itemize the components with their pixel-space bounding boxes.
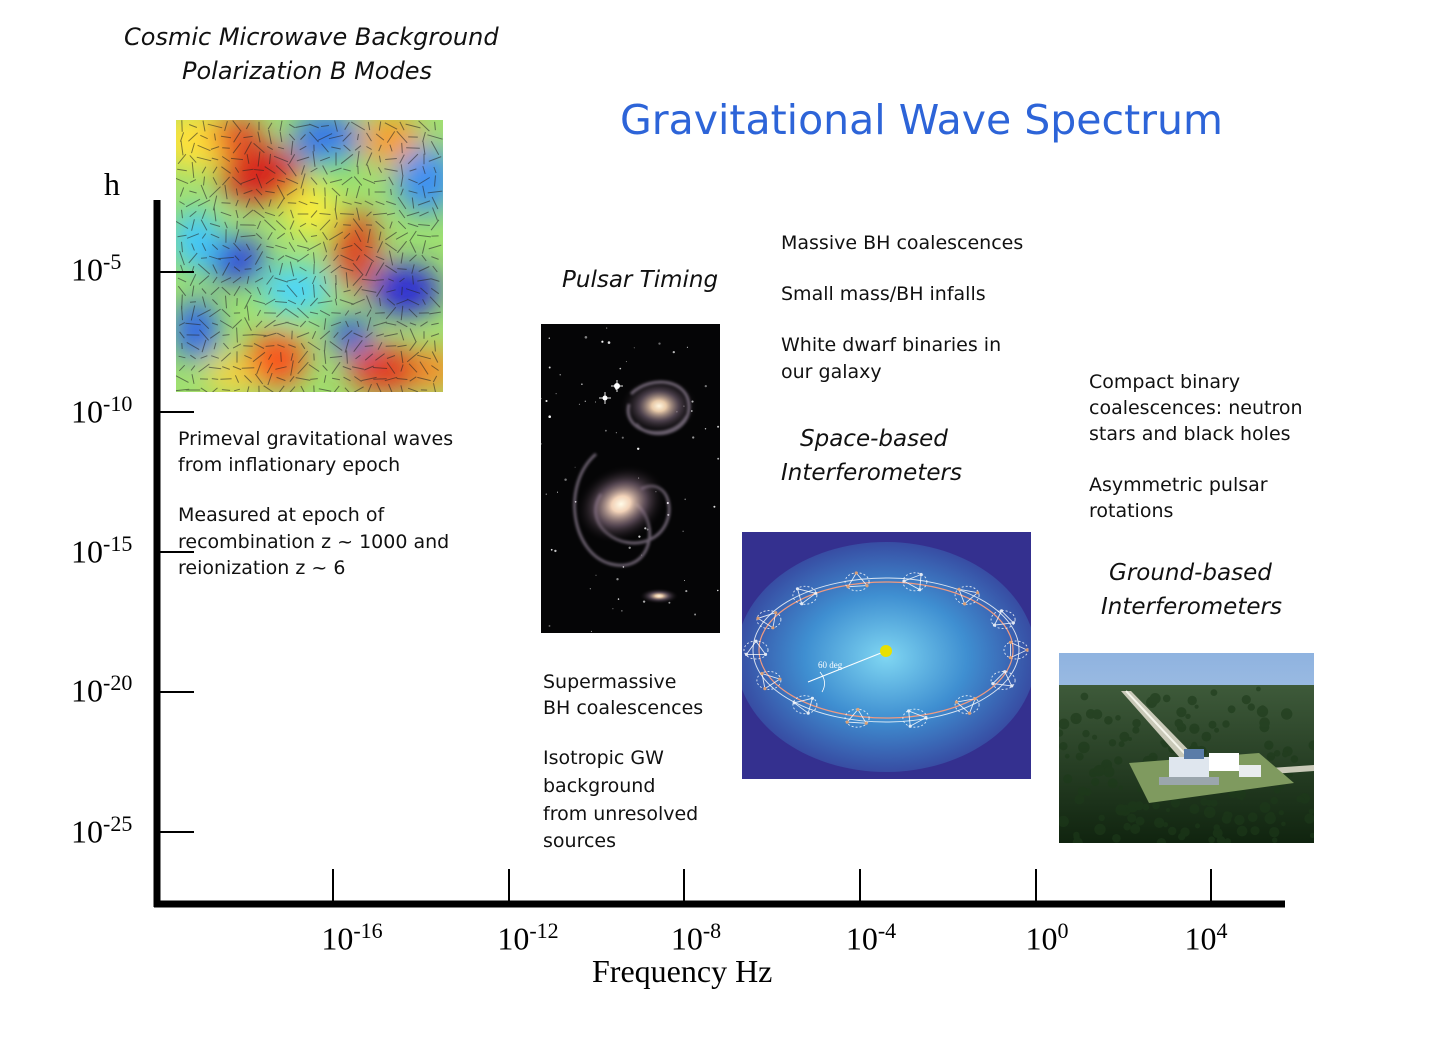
- x-tick-exp: -12: [529, 918, 559, 943]
- y-axis-title: h: [104, 166, 120, 202]
- pulsar-iso-line: Isotropic GW: [543, 747, 664, 770]
- y-tick-label: 10-5: [71, 249, 121, 289]
- y-tick-exp: -10: [103, 391, 133, 416]
- galaxy-image: [541, 324, 720, 633]
- cmb-polarization-map-image: [176, 120, 443, 392]
- ground-source-line: rotations: [1089, 499, 1174, 522]
- cmb-measured-line: Measured at epoch of: [178, 504, 385, 527]
- space-heading-line: Space-based: [800, 426, 948, 452]
- cmb-description: Primeval gravitational waves from inflat…: [178, 426, 478, 581]
- cmb-measured-line: reionization z ~ 6: [178, 556, 346, 579]
- x-tick-exp: -8: [702, 918, 722, 943]
- ground-heading-line: Ground-based: [1109, 560, 1272, 586]
- x-tick-label: 10-4: [811, 918, 931, 958]
- x-tick-exp: 0: [1057, 918, 1069, 943]
- x-tick-label: 104: [1146, 918, 1266, 958]
- space-sources: Massive BH coalescences Small mass/BH in…: [781, 230, 1061, 386]
- space-source: Massive BH coalescences: [781, 232, 1024, 254]
- cmb-caption-line: Cosmic Microwave Background: [124, 23, 499, 51]
- pulsar-iso-line: sources: [543, 830, 616, 853]
- cmb-caption-line: Polarization B Modes: [182, 57, 432, 85]
- page-title: Gravitational Wave Spectrum: [620, 96, 1223, 144]
- y-tick-base: 10: [71, 813, 103, 850]
- y-tick-base: 10: [71, 251, 103, 288]
- x-tick-exp: -4: [877, 918, 897, 943]
- y-tick-exp: -25: [103, 811, 133, 836]
- cmb-desc-line: Primeval gravitational waves: [178, 428, 454, 450]
- y-tick-base: 10: [71, 533, 103, 570]
- orbit-angle-label: 60 deg: [818, 660, 843, 670]
- y-tick-label: 10-10: [71, 391, 132, 431]
- x-tick-exp: -16: [353, 918, 383, 943]
- x-tick-label: 10-16: [292, 918, 412, 958]
- pulsar-iso-line: background: [543, 774, 656, 797]
- x-tick-base: 10: [1025, 920, 1058, 957]
- ground-source-line: Compact binary: [1089, 371, 1241, 393]
- space-heading: Space-based Interferometers: [781, 422, 962, 490]
- cmb-caption: Cosmic Microwave Background Polarization…: [124, 20, 499, 88]
- ground-sources: Compact binary coalescences: neutron sta…: [1089, 369, 1369, 524]
- y-tick-label: 10-25: [71, 811, 132, 851]
- y-tick-base: 10: [71, 393, 103, 430]
- ground-source-line: Asymmetric pulsar: [1089, 473, 1268, 496]
- x-tick-exp: 4: [1216, 918, 1228, 943]
- y-tick-label: 10-20: [71, 670, 132, 710]
- x-tick-label: 100: [987, 918, 1107, 958]
- y-tick-exp: -20: [103, 670, 133, 695]
- space-source-line: White dwarf binaries in: [781, 333, 1002, 356]
- ground-heading: Ground-based Interferometers: [1101, 556, 1282, 624]
- ground-heading-line: Interferometers: [1101, 594, 1282, 621]
- y-tick-label: 10-15: [71, 531, 132, 571]
- pulsar-heading: Pulsar Timing: [562, 267, 719, 293]
- cmb-desc-line: from inflationary epoch: [178, 454, 401, 477]
- x-tick-base: 10: [670, 920, 703, 957]
- ligo-observatory-image: [1059, 653, 1314, 843]
- x-tick-base: 10: [845, 920, 878, 957]
- x-tick-base: 10: [497, 920, 530, 957]
- y-tick-exp: -5: [103, 249, 122, 274]
- space-heading-line: Interferometers: [781, 460, 962, 487]
- pulsar-source-line: BH coalescences: [543, 697, 704, 720]
- y-tick-base: 10: [71, 672, 103, 709]
- x-tick-base: 10: [321, 920, 354, 957]
- cmb-measured-line: recombination z ~ 1000 and: [178, 530, 450, 553]
- pulsar-sources: Supermassive BH coalescences Isotropic G…: [543, 669, 743, 856]
- pulsar-iso-line: from unresolved: [543, 802, 699, 825]
- x-axis-title: Frequency Hz: [592, 953, 773, 989]
- x-tick-label: 10-12: [468, 918, 588, 958]
- x-tick-label: 10-8: [636, 918, 756, 958]
- pulsar-source-line: Supermassive: [543, 671, 677, 693]
- x-tick-base: 10: [1184, 920, 1217, 957]
- y-tick-exp: -15: [103, 531, 133, 556]
- lisa-orbit-image: 60 deg: [742, 532, 1031, 779]
- space-source: Small mass/BH infalls: [781, 282, 986, 305]
- ground-source-line: coalescences: neutron: [1089, 397, 1303, 420]
- space-source-line: our galaxy: [781, 360, 882, 383]
- ground-source-line: stars and black holes: [1089, 423, 1291, 446]
